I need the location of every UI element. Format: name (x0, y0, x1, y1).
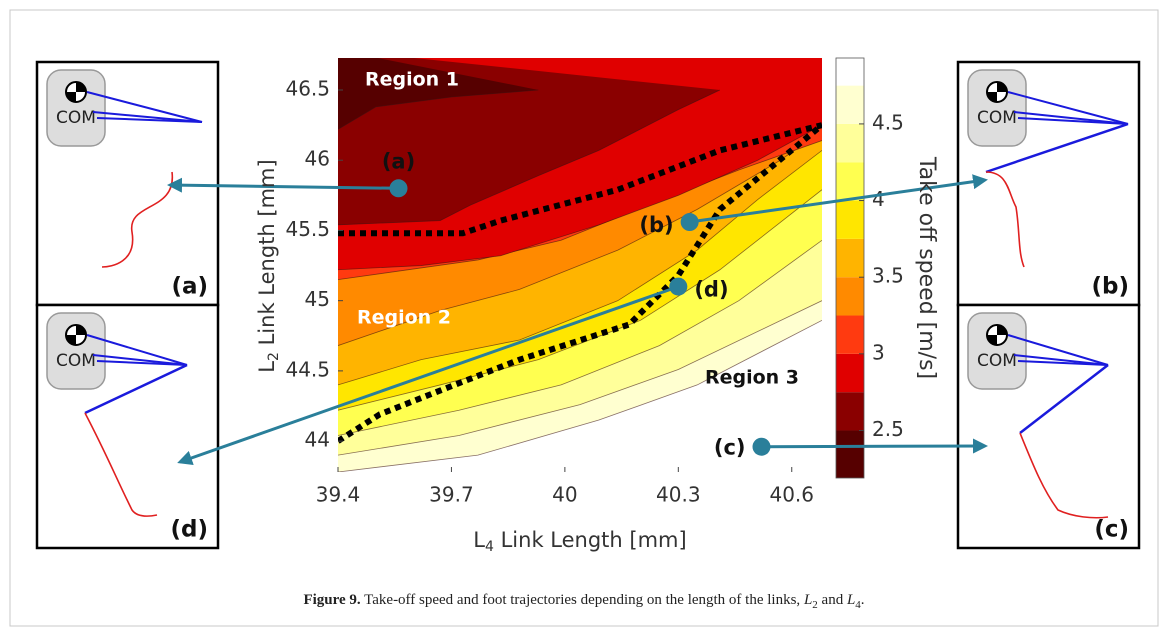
region-label: Region 2 (357, 307, 451, 329)
colorbar-tick-label: 3 (872, 340, 885, 364)
design-point (390, 179, 408, 197)
point-label: (b) (639, 213, 673, 237)
caption-text: and (818, 592, 847, 608)
design-point (753, 438, 771, 456)
colorbar-band (836, 86, 864, 124)
y-tick-label: 44.5 (285, 357, 330, 381)
y-tick-label: 45.5 (285, 217, 330, 241)
pointer-arrow (762, 446, 986, 447)
caption-text: Take-off speed and foot trajectories dep… (361, 592, 804, 608)
panel-label: (c) (1094, 517, 1129, 543)
com-label: COM (977, 351, 1017, 371)
y-tick-label: 46 (305, 147, 330, 171)
colorbar-band (836, 392, 864, 430)
y-axis-label: L2 Link Length [mm] (255, 159, 282, 372)
design-point (681, 213, 699, 231)
colorbar-band (836, 316, 864, 354)
y-label-text: Link Length [mm] (255, 159, 279, 352)
plot-area (338, 50, 822, 472)
point-label: (c) (714, 436, 746, 460)
region-label: Region 1 (365, 69, 459, 91)
colorbar-tick-label: 4.5 (872, 110, 904, 134)
colorbar-band (836, 124, 864, 162)
colorbar-band (836, 430, 864, 478)
y-label-sub: 2 (266, 352, 282, 361)
y-tick-label: 44 (305, 428, 330, 452)
x-tick-label: 40.3 (656, 483, 701, 507)
x-label-sub: 4 (485, 539, 494, 555)
figure: 39.439.74040.340.64444.54545.54646.52.53… (0, 0, 1168, 636)
design-point (669, 278, 687, 296)
com-label: COM (977, 108, 1017, 128)
y-tick-label: 46.5 (285, 77, 330, 101)
region-label: Region 3 (705, 367, 799, 389)
panel-label: (b) (1092, 274, 1130, 300)
caption-var: L (846, 592, 855, 608)
trajectory-panel: COM (a) (37, 62, 218, 305)
trajectory-panel: COM (b) (958, 62, 1139, 305)
colorbar-label: Take off speed [m/s] (914, 156, 939, 379)
x-tick-label: 39.4 (316, 483, 361, 507)
x-tick-label: 40.6 (769, 483, 814, 507)
trajectory-panel: COM (d) (37, 305, 218, 548)
point-label: (d) (694, 278, 728, 302)
panel-label: (d) (171, 517, 209, 543)
colorbar-tick-label: 2.5 (872, 417, 904, 441)
caption-label: Figure 9. (303, 592, 360, 608)
x-tick-label: 39.7 (429, 483, 474, 507)
colorbar-band (836, 162, 864, 200)
com-label: COM (56, 351, 96, 371)
com-label: COM (56, 108, 96, 128)
caption-var: L (803, 592, 812, 608)
caption: Figure 9. Take-off speed and foot trajec… (303, 592, 864, 610)
colorbar-band (836, 239, 864, 277)
y-label-symbol: L (255, 361, 279, 373)
x-tick-label: 40 (552, 483, 577, 507)
colorbar-band (836, 58, 864, 86)
colorbar-band (836, 354, 864, 392)
x-axis-label: L4 Link Length [mm] (473, 528, 686, 555)
caption-text: . (861, 592, 865, 608)
colorbar-band (836, 201, 864, 239)
x-label-text: Link Length [mm] (494, 528, 687, 552)
colorbar-tick-label: 4 (872, 187, 885, 211)
colorbar-tick-label: 3.5 (872, 264, 904, 288)
y-tick-label: 45 (305, 287, 330, 311)
x-label-symbol: L (473, 528, 485, 552)
point-label: (a) (382, 149, 415, 173)
trajectory-panel: COM (c) (958, 305, 1139, 548)
colorbar-band (836, 277, 864, 315)
panel-label: (a) (171, 274, 208, 300)
